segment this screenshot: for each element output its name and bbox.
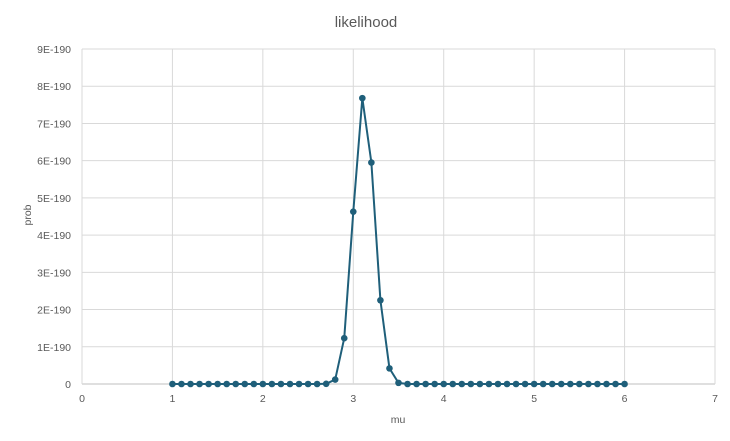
data-point bbox=[377, 296, 384, 304]
y-axis-label: prob bbox=[22, 204, 34, 225]
series-line bbox=[172, 97, 625, 385]
data-point bbox=[548, 380, 556, 388]
data-point bbox=[313, 380, 321, 388]
data-point bbox=[223, 380, 230, 388]
y-tick-label: 5E-190 bbox=[37, 193, 71, 205]
y-tick-label: 0 bbox=[65, 379, 71, 391]
data-point bbox=[259, 380, 267, 388]
x-tick-label: 0 bbox=[79, 393, 85, 405]
y-tick-label: 3E-190 bbox=[37, 267, 71, 279]
x-tick-label: 2 bbox=[260, 393, 266, 405]
data-point bbox=[404, 380, 411, 388]
data-point bbox=[304, 380, 312, 388]
data-point bbox=[277, 380, 285, 388]
x-tick-label: 6 bbox=[622, 393, 628, 405]
x-tick-label: 3 bbox=[350, 393, 356, 405]
data-point bbox=[322, 380, 330, 388]
data-point bbox=[494, 380, 502, 388]
data-point bbox=[349, 208, 357, 215]
data-point bbox=[449, 380, 457, 388]
x-tick-label: 5 bbox=[531, 393, 537, 405]
data-point bbox=[340, 334, 348, 342]
data-point bbox=[594, 380, 601, 388]
x-axis-label: mu bbox=[391, 414, 406, 426]
data-point bbox=[331, 376, 339, 383]
y-tick-label: 2E-190 bbox=[37, 305, 71, 317]
data-point bbox=[539, 380, 547, 388]
x-tick-label: 1 bbox=[170, 393, 176, 405]
data-point bbox=[422, 380, 429, 388]
data-point bbox=[503, 380, 511, 388]
data-point bbox=[241, 380, 249, 388]
data-point bbox=[169, 380, 176, 388]
data-point bbox=[557, 380, 565, 388]
data-point bbox=[530, 380, 538, 388]
data-point bbox=[386, 365, 393, 372]
y-tick-label: 1E-190 bbox=[37, 342, 71, 354]
y-tick-label: 6E-190 bbox=[37, 156, 71, 168]
data-point bbox=[458, 380, 466, 388]
data-point bbox=[585, 380, 592, 388]
data-point bbox=[232, 380, 240, 388]
grid-lines bbox=[81, 48, 716, 385]
data-point bbox=[413, 380, 420, 388]
data-point bbox=[621, 380, 628, 388]
y-tick-label: 8E-190 bbox=[37, 81, 71, 93]
x-tick-label: 4 bbox=[441, 393, 447, 405]
data-point bbox=[612, 380, 619, 388]
x-tick-label: 7 bbox=[712, 393, 718, 405]
data-point bbox=[359, 94, 366, 102]
data-point bbox=[603, 380, 610, 388]
data-point bbox=[431, 380, 438, 388]
data-point bbox=[476, 380, 484, 388]
data-point bbox=[395, 379, 402, 387]
y-tick-label: 4E-190 bbox=[37, 230, 71, 242]
data-point bbox=[205, 380, 212, 388]
data-point bbox=[467, 380, 475, 388]
tick-labels: 0 1E-190 2E-190 3E-190 4E-190 5E-190 6E-190 7E-… bbox=[37, 44, 718, 405]
data-point bbox=[214, 380, 221, 388]
y-tick-label: 7E-190 bbox=[37, 118, 71, 130]
data-point bbox=[286, 380, 294, 388]
data-point bbox=[512, 380, 520, 388]
data-point bbox=[250, 380, 258, 388]
chart-title: likelihood bbox=[335, 14, 398, 31]
data-point bbox=[485, 380, 493, 388]
data-point bbox=[295, 380, 303, 388]
data-point bbox=[187, 380, 194, 388]
data-point bbox=[368, 159, 375, 166]
data-point bbox=[576, 380, 583, 388]
data-point bbox=[268, 380, 276, 388]
data-point bbox=[440, 380, 448, 388]
data-point bbox=[196, 380, 203, 388]
data-point bbox=[567, 380, 574, 388]
data-point bbox=[521, 380, 529, 388]
series-likelihood bbox=[169, 94, 628, 388]
y-tick-label: 9E-190 bbox=[37, 44, 71, 56]
data-point bbox=[178, 380, 185, 388]
